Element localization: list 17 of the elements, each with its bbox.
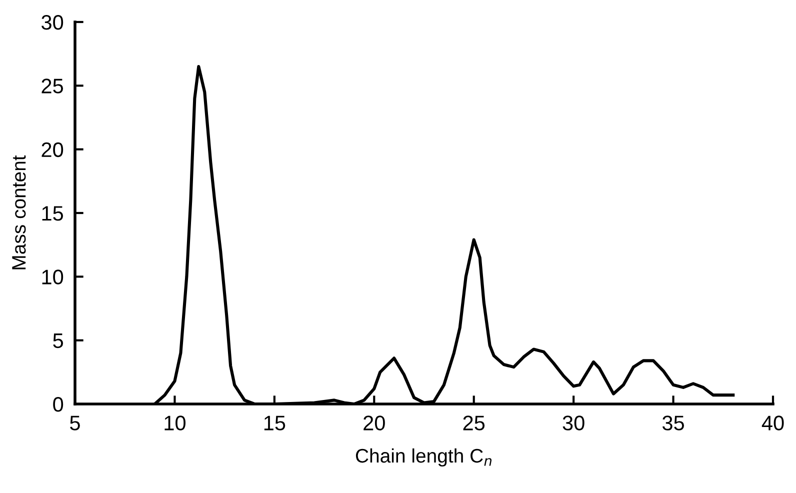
y-tick-label: 5 — [53, 334, 64, 348]
x-tick-label: 35 — [662, 416, 684, 430]
x-tick-label: 10 — [164, 416, 186, 430]
x-tick-label: 40 — [762, 416, 784, 430]
y-tick-label: 20 — [42, 142, 64, 158]
x-tick-label: 30 — [562, 416, 584, 430]
x-tick-label: 5 — [70, 416, 80, 430]
y-tick-label: 10 — [42, 270, 64, 284]
y-tick-label: 15 — [42, 206, 64, 221]
x-tick-label: 15 — [264, 416, 286, 430]
y-tick-label: 25 — [42, 78, 64, 94]
x-tick-label: 25 — [463, 416, 485, 430]
y-tick-label: 0 — [53, 397, 64, 412]
x-tick-label: 20 — [364, 416, 385, 430]
y-axis-title: Mass content — [12, 155, 26, 270]
y-tick-label: 30 — [42, 15, 64, 30]
x-axis-title: Chain length C$_{n}$ — [356, 448, 492, 467]
